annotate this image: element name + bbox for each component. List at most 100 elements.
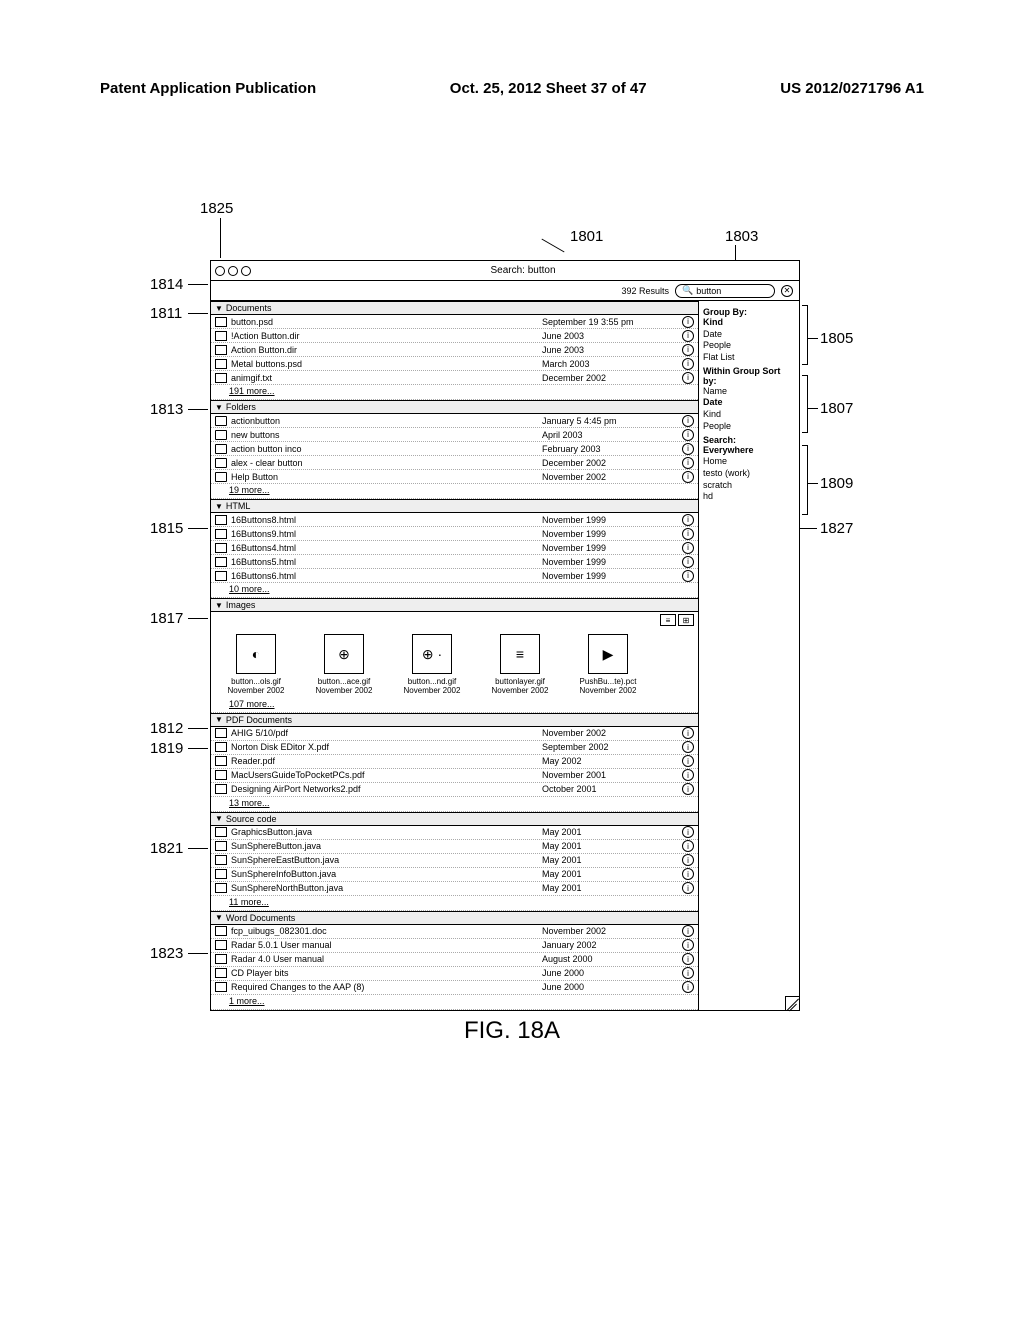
info-icon[interactable]: i xyxy=(682,769,694,781)
result-row[interactable]: SunSphereButton.javaMay 2001i xyxy=(211,840,698,854)
minimize-icon[interactable] xyxy=(228,266,238,276)
image-thumb[interactable]: ◐button...ols.gifNovember 2002 xyxy=(221,634,291,696)
search-scope-option[interactable]: scratch xyxy=(703,480,795,492)
result-row[interactable]: 16Buttons9.htmlNovember 1999i xyxy=(211,527,698,541)
result-row[interactable]: Radar 4.0 User manualAugust 2000i xyxy=(211,953,698,967)
result-row[interactable]: MacUsersGuideToPocketPCs.pdfNovember 200… xyxy=(211,769,698,783)
image-thumb[interactable]: ≡buttonlayer.gifNovember 2002 xyxy=(485,634,555,696)
info-icon[interactable]: i xyxy=(682,358,694,370)
result-row[interactable]: AHIG 5/10/pdfNovember 2002i xyxy=(211,727,698,741)
more-link[interactable]: 10 more... xyxy=(211,583,698,598)
clear-icon[interactable]: ✕ xyxy=(781,285,793,297)
result-row[interactable]: Action Button.dirJune 2003i xyxy=(211,343,698,357)
search-scope-option[interactable]: Home xyxy=(703,456,795,468)
info-icon[interactable]: i xyxy=(682,882,694,894)
search-scope-option[interactable]: hd xyxy=(703,491,795,503)
group-by-option[interactable]: People xyxy=(703,340,795,352)
info-icon[interactable]: i xyxy=(682,854,694,866)
close-icon[interactable] xyxy=(215,266,225,276)
result-row[interactable]: Required Changes to the AAP (8)June 2000… xyxy=(211,981,698,995)
result-row[interactable]: Metal buttons.psdMarch 2003i xyxy=(211,357,698,371)
info-icon[interactable]: i xyxy=(682,542,694,554)
group-header[interactable]: ▼Documents xyxy=(211,301,698,315)
icon-view-icon[interactable]: ⊞ xyxy=(678,614,694,626)
info-icon[interactable]: i xyxy=(682,514,694,526)
info-icon[interactable]: i xyxy=(682,372,694,384)
info-icon[interactable]: i xyxy=(682,528,694,540)
result-row[interactable]: animgif.txtDecember 2002i xyxy=(211,371,698,385)
result-row[interactable]: Norton Disk EDitor X.pdfSeptember 2002i xyxy=(211,741,698,755)
result-row[interactable]: 16Buttons8.htmlNovember 1999i xyxy=(211,513,698,527)
image-thumb[interactable]: ⊕button...ace.gifNovember 2002 xyxy=(309,634,379,696)
group-header[interactable]: ▼Word Documents xyxy=(211,911,698,925)
resize-handle[interactable] xyxy=(785,996,799,1010)
info-icon[interactable]: i xyxy=(682,727,694,739)
result-row[interactable]: SunSphereNorthButton.javaMay 2001i xyxy=(211,882,698,896)
result-row[interactable]: 16Buttons4.htmlNovember 1999i xyxy=(211,541,698,555)
group-by-option[interactable]: Date xyxy=(703,329,795,341)
info-icon[interactable]: i xyxy=(682,429,694,441)
more-link[interactable]: 107 more... xyxy=(211,698,698,713)
group-header[interactable]: ▼PDF Documents xyxy=(211,713,698,727)
search-scope-option[interactable]: Everywhere xyxy=(703,445,795,457)
info-icon[interactable]: i xyxy=(682,316,694,328)
info-icon[interactable]: i xyxy=(682,981,694,993)
result-row[interactable]: 16Buttons6.htmlNovember 1999i xyxy=(211,569,698,583)
info-icon[interactable]: i xyxy=(682,443,694,455)
group-header[interactable]: ▼Folders xyxy=(211,400,698,414)
info-icon[interactable]: i xyxy=(682,755,694,767)
group-header[interactable]: ▼Source code xyxy=(211,812,698,826)
image-thumb[interactable]: ⊕ ·button...nd.gifNovember 2002 xyxy=(397,634,467,696)
info-icon[interactable]: i xyxy=(682,868,694,880)
result-row[interactable]: Designing AirPort Networks2.pdfOctober 2… xyxy=(211,783,698,797)
search-field[interactable]: 🔍 button xyxy=(675,284,775,298)
result-row[interactable]: 16Buttons5.htmlNovember 1999i xyxy=(211,555,698,569)
more-link[interactable]: 11 more... xyxy=(211,896,698,911)
info-icon[interactable]: i xyxy=(682,330,694,342)
more-link[interactable]: 191 more... xyxy=(211,385,698,400)
result-row[interactable]: fcp_uibugs_082301.docNovember 2002i xyxy=(211,925,698,939)
result-row[interactable]: GraphicsButton.javaMay 2001i xyxy=(211,826,698,840)
info-icon[interactable]: i xyxy=(682,783,694,795)
zoom-icon[interactable] xyxy=(241,266,251,276)
list-view-icon[interactable]: ≡ xyxy=(660,614,676,626)
more-link[interactable]: 19 more... xyxy=(211,484,698,499)
result-row[interactable]: Reader.pdfMay 2002i xyxy=(211,755,698,769)
info-icon[interactable]: i xyxy=(682,967,694,979)
result-row[interactable]: new buttonsApril 2003i xyxy=(211,428,698,442)
info-icon[interactable]: i xyxy=(682,415,694,427)
sort-option[interactable]: Name xyxy=(703,386,795,398)
info-icon[interactable]: i xyxy=(682,826,694,838)
result-row[interactable]: CD Player bitsJune 2000i xyxy=(211,967,698,981)
info-icon[interactable]: i xyxy=(682,457,694,469)
sort-option[interactable]: Date xyxy=(703,397,795,409)
group-header[interactable]: ▼Images xyxy=(211,598,698,612)
result-row[interactable]: SunSphereInfoButton.javaMay 2001i xyxy=(211,868,698,882)
result-row[interactable]: actionbuttonJanuary 5 4:45 pmi xyxy=(211,414,698,428)
result-row[interactable]: !Action Button.dirJune 2003i xyxy=(211,329,698,343)
info-icon[interactable]: i xyxy=(682,570,694,582)
group-header[interactable]: ▼HTML xyxy=(211,499,698,513)
search-scope-option[interactable]: testo (work) xyxy=(703,468,795,480)
info-icon[interactable]: i xyxy=(682,953,694,965)
info-icon[interactable]: i xyxy=(682,939,694,951)
sort-option[interactable]: People xyxy=(703,421,795,433)
group-by-option[interactable]: Flat List xyxy=(703,352,795,364)
more-link[interactable]: 13 more... xyxy=(211,797,698,812)
result-row[interactable]: Help ButtonNovember 2002i xyxy=(211,470,698,484)
more-link[interactable]: 1 more... xyxy=(211,995,698,1010)
info-icon[interactable]: i xyxy=(682,925,694,937)
info-icon[interactable]: i xyxy=(682,741,694,753)
result-row[interactable]: button.psdSeptember 19 3:55 pmi xyxy=(211,315,698,329)
result-row[interactable]: SunSphereEastButton.javaMay 2001i xyxy=(211,854,698,868)
info-icon[interactable]: i xyxy=(682,556,694,568)
sort-option[interactable]: Kind xyxy=(703,409,795,421)
result-row[interactable]: Radar 5.0.1 User manualJanuary 2002i xyxy=(211,939,698,953)
info-icon[interactable]: i xyxy=(682,344,694,356)
info-icon[interactable]: i xyxy=(682,471,694,483)
image-thumb[interactable]: ▶PushBu...te).pctNovember 2002 xyxy=(573,634,643,696)
result-row[interactable]: action button incoFebruary 2003i xyxy=(211,442,698,456)
result-row[interactable]: alex - clear buttonDecember 2002i xyxy=(211,456,698,470)
info-icon[interactable]: i xyxy=(682,840,694,852)
group-by-option[interactable]: Kind xyxy=(703,317,795,329)
